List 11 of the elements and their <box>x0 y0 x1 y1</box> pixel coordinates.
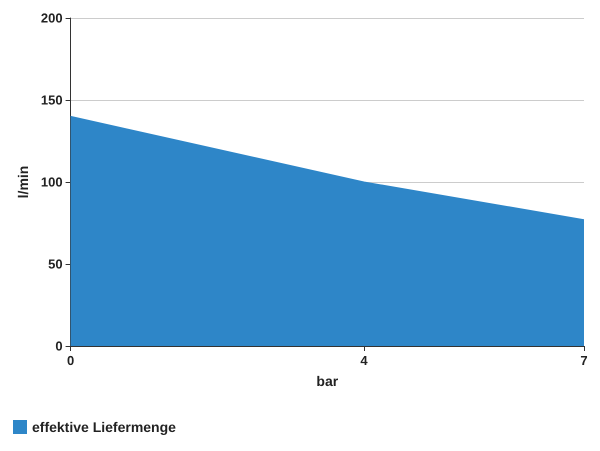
y-axis-title: l/min <box>15 166 31 198</box>
y-tick-label: 150 <box>40 92 63 108</box>
y-tick-label: 100 <box>40 174 63 190</box>
y-tick-label: 50 <box>48 256 63 272</box>
x-axis-title: bar <box>316 373 339 389</box>
legend-label: effektive Liefermenge <box>32 419 176 435</box>
y-tick-label: 200 <box>40 10 63 26</box>
x-tick-label: 4 <box>360 353 368 368</box>
x-tick-label: 7 <box>580 353 588 368</box>
x-tick-label: 0 <box>66 353 74 368</box>
y-tick-label: 0 <box>55 338 63 354</box>
